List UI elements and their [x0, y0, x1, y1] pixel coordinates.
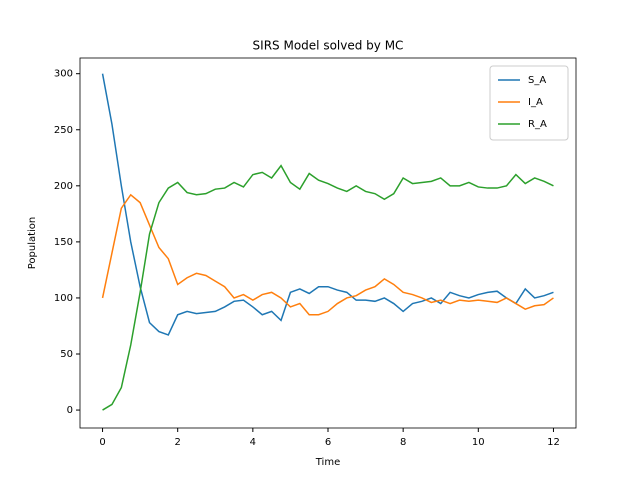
y-tick-label: 150: [54, 237, 73, 248]
y-axis-label: Population: [27, 217, 38, 270]
x-axis-label: Time: [315, 457, 340, 468]
x-tick-label: 4: [250, 437, 256, 448]
plot-frame: [79, 57, 577, 429]
x-tick-label: 2: [175, 437, 181, 448]
x-tick-label: 12: [547, 437, 560, 448]
x-tick-label: 8: [400, 437, 406, 448]
y-tick-label: 250: [54, 125, 73, 136]
y-tick-label: 0: [67, 405, 73, 416]
y-tick-label: 300: [54, 69, 73, 80]
legend-label: S_A: [528, 75, 546, 86]
chart-title: SIRS Model solved by MC: [253, 39, 404, 53]
legend-box: [489, 65, 569, 141]
legend-label: R_A: [528, 119, 547, 130]
y-tick-label: 100: [54, 293, 73, 304]
x-tick-label: 0: [99, 437, 105, 448]
y-tick-label: 50: [60, 349, 73, 360]
x-tick-label: 6: [325, 437, 331, 448]
y-tick-label: 200: [54, 181, 73, 192]
x-tick-label: 10: [472, 437, 485, 448]
series-line: [101, 73, 554, 336]
series-line: [101, 193, 554, 316]
series-line: [102, 164, 554, 411]
legend-label: I_A: [528, 97, 543, 108]
